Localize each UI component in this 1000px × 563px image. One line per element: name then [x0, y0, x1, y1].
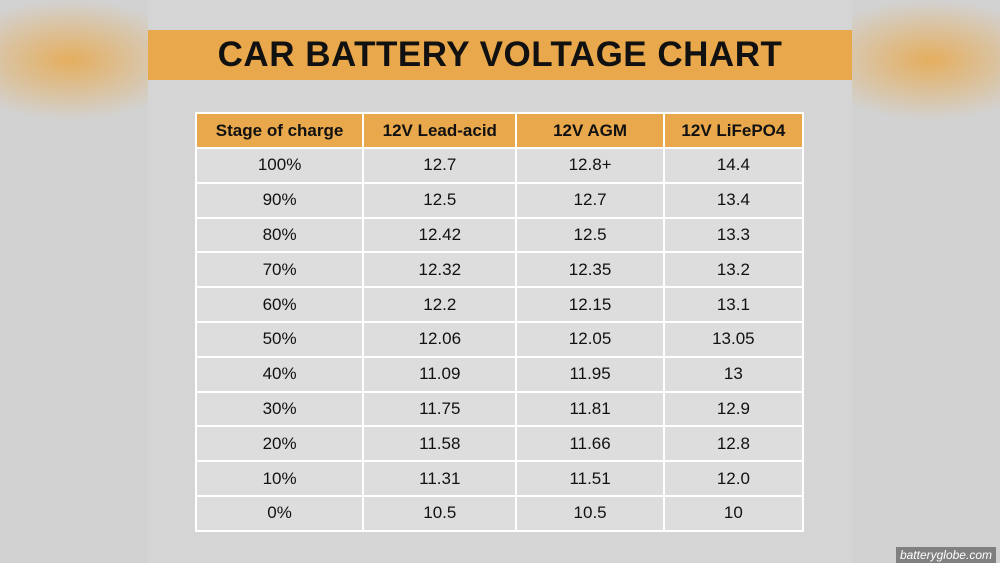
- table-cell: 11.09: [362, 355, 518, 393]
- table-row: 30% 11.75 11.81 12.9: [194, 390, 805, 428]
- table-cell: 12.06: [362, 320, 518, 358]
- table-row: 10% 11.31 11.51 12.0: [194, 460, 805, 497]
- table-cell: 13.05: [662, 320, 805, 358]
- table-row: 0% 10.5 10.5 10: [194, 494, 805, 532]
- table-cell: 10.5: [515, 494, 665, 532]
- table-cell: 10.5: [362, 494, 518, 532]
- table-cell: 12.35: [515, 251, 665, 289]
- table-cell: 90%: [194, 181, 365, 219]
- table-row: 60% 12.2 12.15 13.1: [194, 286, 805, 323]
- column-header: Stage of charge: [194, 112, 365, 149]
- table-cell: 13.3: [662, 216, 805, 254]
- table-cell: 11.66: [515, 425, 665, 463]
- table-cell: 12.8: [662, 425, 805, 463]
- voltage-table: Stage of charge 12V Lead-acid 12V AGM 12V L…: [194, 112, 805, 532]
- table-cell: 12.7: [515, 181, 665, 219]
- table-cell: 12.2: [362, 286, 518, 323]
- table-cell: 12.5: [515, 216, 665, 254]
- table-cell: 50%: [194, 320, 365, 358]
- table-cell: 11.31: [362, 460, 518, 497]
- table-cell: 14.4: [662, 147, 805, 184]
- table-row: 20% 11.58 11.66 12.8: [194, 425, 805, 463]
- table-cell: 20%: [194, 425, 365, 463]
- table-row: 100% 12.7 12.8+ 14.4: [194, 147, 805, 184]
- table-row: 50% 12.06 12.05 13.05: [194, 320, 805, 358]
- column-header: 12V Lead-acid: [362, 112, 518, 149]
- table-body: 100% 12.7 12.8+ 14.4 90% 12.5 12.7 13.4 80% 12.42…: [194, 147, 805, 532]
- table-cell: 60%: [194, 286, 365, 323]
- table-row: 40% 11.09 11.95 13: [194, 355, 805, 393]
- table-cell: 12.5: [362, 181, 518, 219]
- table-cell: 12.9: [662, 390, 805, 428]
- table-cell: 13.2: [662, 251, 805, 289]
- table-cell: 11.58: [362, 425, 518, 463]
- table-cell: 12.8+: [515, 147, 665, 184]
- table-cell: 12.0: [662, 460, 805, 497]
- header-row: Stage of charge 12V Lead-acid 12V AGM 12V L…: [194, 112, 805, 149]
- table-cell: 11.95: [515, 355, 665, 393]
- table-cell: 13: [662, 355, 805, 393]
- table-cell: 40%: [194, 355, 365, 393]
- table-cell: 12.7: [362, 147, 518, 184]
- table-cell: 12.15: [515, 286, 665, 323]
- table-cell: 10: [662, 494, 805, 532]
- table-cell: 30%: [194, 390, 365, 428]
- table-cell: 80%: [194, 216, 365, 254]
- table-row: 70% 12.32 12.35 13.2: [194, 251, 805, 289]
- table-cell: 11.51: [515, 460, 665, 497]
- table-cell: 12.05: [515, 320, 665, 358]
- table-row: 90% 12.5 12.7 13.4: [194, 181, 805, 219]
- table-row: 80% 12.42 12.5 13.3: [194, 216, 805, 254]
- watermark: batteryglobe.com: [895, 547, 996, 563]
- table-cell: 11.81: [515, 390, 665, 428]
- title: CAR BATTERY VOLTAGE CHART: [217, 35, 783, 74]
- table-cell: 10%: [194, 460, 365, 497]
- title-bar: CAR BATTERY VOLTAGE CHART: [148, 30, 852, 80]
- table-head: Stage of charge 12V Lead-acid 12V AGM 12V L…: [194, 112, 805, 149]
- table-cell: 12.42: [362, 216, 518, 254]
- table-cell: 70%: [194, 251, 365, 289]
- table-cell: 100%: [194, 147, 365, 184]
- column-header: 12V LiFePO4: [662, 112, 805, 149]
- table-cell: 0%: [194, 494, 365, 532]
- table-cell: 13.1: [662, 286, 805, 323]
- column-header: 12V AGM: [515, 112, 665, 149]
- table-cell: 11.75: [362, 390, 518, 428]
- table-cell: 13.4: [662, 181, 805, 219]
- table-cell: 12.32: [362, 251, 518, 289]
